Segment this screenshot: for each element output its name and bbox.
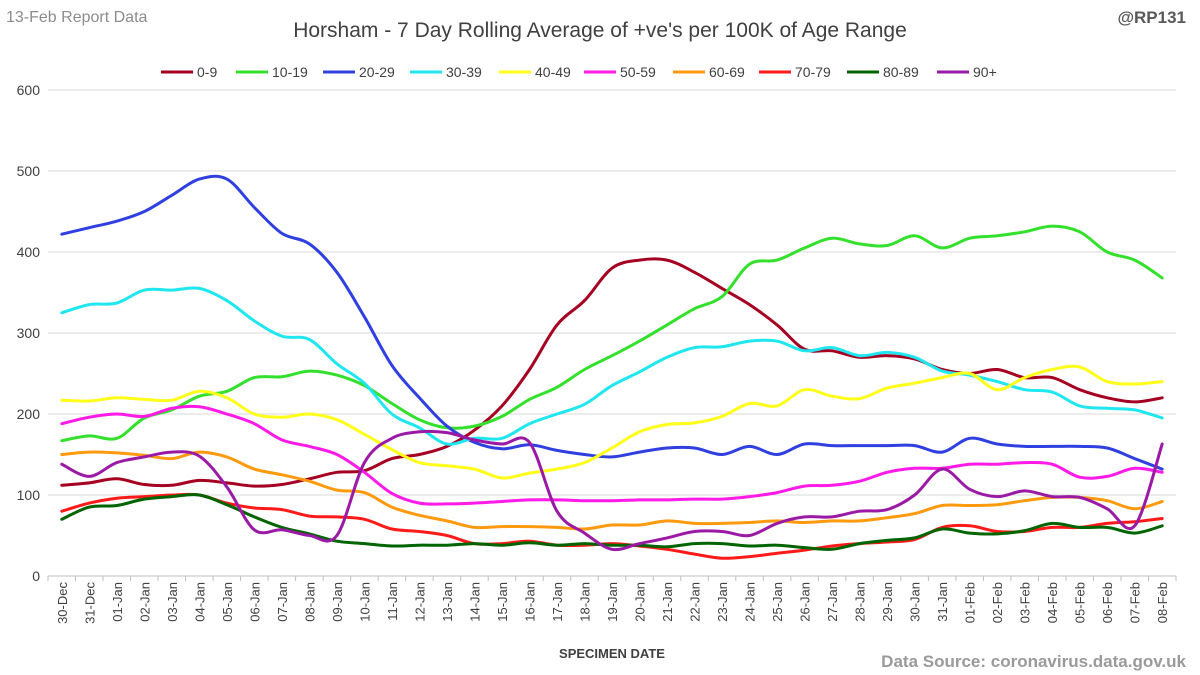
series-lines bbox=[60, 174, 1164, 560]
x-tick-label: 23-Jan bbox=[715, 582, 730, 622]
series-line-10-19 bbox=[60, 224, 1164, 443]
x-tick-label: 09-Jan bbox=[330, 582, 345, 622]
x-tick-label: 21-Jan bbox=[660, 582, 675, 622]
x-tick-label: 10-Jan bbox=[357, 582, 372, 622]
x-tick-label: 24-Jan bbox=[743, 582, 758, 622]
x-tick-label: 05-Jan bbox=[220, 582, 235, 622]
x-tick-label: 03-Jan bbox=[165, 582, 180, 622]
series-line-50-59 bbox=[60, 404, 1164, 506]
legend-label: 30-39 bbox=[446, 64, 482, 80]
legend-label: 90+ bbox=[973, 64, 997, 80]
x-tick-label: 13-Jan bbox=[440, 582, 455, 622]
x-tick-label: 16-Jan bbox=[522, 582, 537, 622]
x-tick-label: 17-Jan bbox=[550, 582, 565, 622]
x-axis: 30-Dec 31-Dec 01-Jan 02-Jan 03-Jan 04-Jan 05-J… bbox=[47, 576, 1177, 624]
x-axis-label: SPECIMEN DATE bbox=[559, 646, 665, 661]
y-tick-label: 300 bbox=[17, 325, 41, 341]
y-tick-label: 500 bbox=[17, 163, 41, 179]
report-label: 13-Feb Report Data bbox=[6, 9, 148, 26]
x-tick-label: 03-Feb bbox=[1018, 582, 1033, 623]
x-tick-label: 14-Jan bbox=[467, 582, 482, 622]
x-tick-label: 08-Jan bbox=[302, 582, 317, 622]
y-tick-label: 100 bbox=[17, 487, 41, 503]
x-tick-label: 18-Jan bbox=[577, 582, 592, 622]
x-tick-label: 25-Jan bbox=[770, 582, 785, 622]
legend-label: 10-19 bbox=[272, 64, 308, 80]
gridlines bbox=[48, 89, 1176, 577]
y-tick-label: 600 bbox=[17, 82, 41, 98]
x-tick-label: 11-Jan bbox=[385, 582, 400, 621]
x-tick-label: 28-Jan bbox=[853, 582, 868, 622]
x-tick-label: 04-Feb bbox=[1045, 582, 1060, 623]
legend-label: 50-59 bbox=[620, 64, 656, 80]
x-tick-label: 31-Dec bbox=[82, 582, 97, 624]
legend-label: 70-79 bbox=[795, 64, 831, 80]
legend-label: 0-9 bbox=[197, 64, 217, 80]
x-tick-label: 26-Jan bbox=[798, 582, 813, 622]
series-line-40-49 bbox=[60, 364, 1164, 480]
x-tick-label: 06-Jan bbox=[247, 582, 262, 622]
y-tick-label: 400 bbox=[17, 244, 41, 260]
legend-label: 60-69 bbox=[709, 64, 745, 80]
x-tick-label: 30-Dec bbox=[55, 582, 70, 624]
x-tick-label: 15-Jan bbox=[495, 582, 510, 622]
x-tick-label: 20-Jan bbox=[633, 582, 648, 622]
x-tick-label: 31-Jan bbox=[935, 582, 950, 622]
series-line-60-69 bbox=[60, 450, 1164, 531]
x-tick-label: 19-Jan bbox=[605, 582, 620, 622]
x-tick-label: 02-Jan bbox=[137, 582, 152, 622]
x-tick-label: 01-Feb bbox=[963, 582, 978, 623]
x-tick-label: 06-Feb bbox=[1100, 582, 1115, 623]
series-line-0-9 bbox=[60, 257, 1164, 488]
x-tick-label: 07-Jan bbox=[275, 582, 290, 622]
x-tick-label: 08-Feb bbox=[1155, 582, 1170, 623]
x-tick-label: 04-Jan bbox=[192, 582, 207, 622]
y-tick-label: 200 bbox=[17, 406, 41, 422]
legend-label: 40-49 bbox=[535, 64, 571, 80]
x-tick-label: 01-Jan bbox=[110, 582, 125, 622]
data-source: Data Source: coronavirus.data.gov.uk bbox=[881, 652, 1186, 671]
series-line-80-89 bbox=[60, 493, 1164, 551]
legend-label: 80-89 bbox=[883, 64, 919, 80]
x-tick-label: 05-Feb bbox=[1073, 582, 1088, 623]
x-tick-label: 22-Jan bbox=[688, 582, 703, 622]
x-tick-label: 27-Jan bbox=[825, 582, 840, 622]
series-line-20-29 bbox=[60, 174, 1164, 471]
chart-title: Horsham - 7 Day Rolling Average of +ve's… bbox=[293, 19, 907, 42]
author-handle: @RP131 bbox=[1117, 8, 1186, 27]
x-tick-label: 29-Jan bbox=[880, 582, 895, 622]
x-tick-label: 30-Jan bbox=[908, 582, 923, 622]
y-axis: 0 100 200 300 400 500 600 bbox=[17, 82, 41, 584]
legend-label: 20-29 bbox=[359, 64, 395, 80]
legend: 0-9 10-19 20-29 30-39 40-49 50-59 60-69 70-79 80… bbox=[161, 64, 997, 80]
series-line-90+ bbox=[60, 429, 1164, 552]
x-tick-label: 02-Feb bbox=[990, 582, 1005, 623]
y-tick-label: 0 bbox=[32, 568, 40, 584]
series-line-70-79 bbox=[60, 492, 1164, 560]
x-tick-label: 07-Feb bbox=[1128, 582, 1143, 623]
x-tick-label: 12-Jan bbox=[412, 582, 427, 622]
